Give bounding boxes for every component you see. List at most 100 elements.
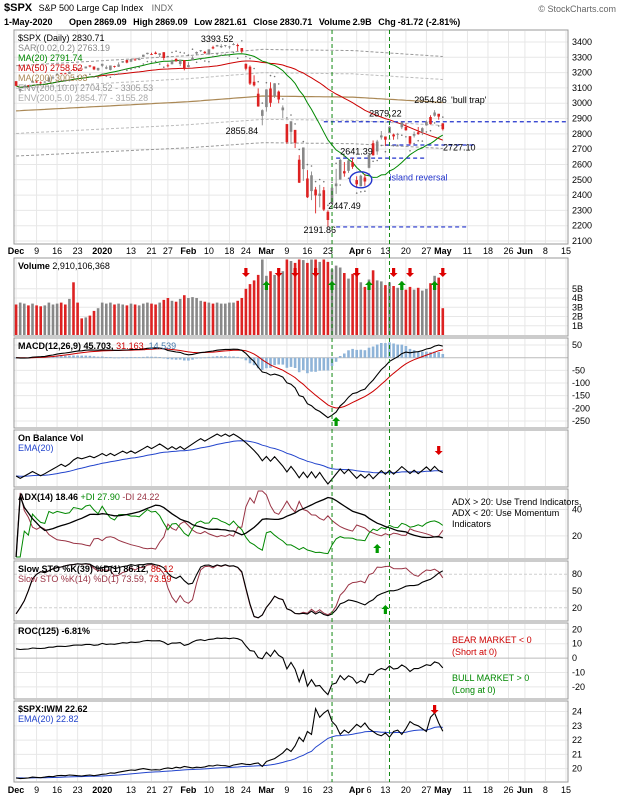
svg-text:11: 11 — [463, 785, 472, 795]
svg-text:2300: 2300 — [572, 205, 592, 215]
svg-text:2200: 2200 — [572, 221, 592, 231]
svg-text:13: 13 — [126, 785, 136, 795]
quote-chg: -81.72 (-2.81%) — [397, 17, 461, 27]
svg-text:6: 6 — [366, 246, 371, 256]
svg-text:20: 20 — [401, 246, 411, 256]
svg-text:-50: -50 — [572, 365, 585, 375]
svg-text:2020: 2020 — [92, 246, 112, 256]
svg-text:21: 21 — [146, 785, 156, 795]
svg-text:18: 18 — [483, 785, 493, 795]
svg-text:-150: -150 — [572, 391, 590, 401]
svg-text:2855.84: 2855.84 — [226, 126, 259, 136]
svg-text:20: 20 — [572, 624, 582, 634]
svg-text:11: 11 — [463, 246, 472, 256]
svg-text:16: 16 — [302, 246, 312, 256]
svg-text:50: 50 — [572, 586, 582, 596]
svg-text:-200: -200 — [572, 403, 590, 413]
index-name: S&P 500 Large Cap Index — [38, 3, 144, 13]
svg-text:3393.52: 3393.52 — [201, 34, 234, 44]
svg-text:3300: 3300 — [572, 52, 592, 62]
svg-text:2500: 2500 — [572, 175, 592, 185]
svg-text:Mar: Mar — [258, 785, 275, 795]
symbol: $SPX — [4, 2, 33, 14]
adx-note: ADX > 20: Use Trend Indicators, ADX < 20… — [452, 497, 582, 529]
svg-text:3200: 3200 — [572, 68, 592, 78]
svg-text:Feb: Feb — [180, 246, 197, 256]
quote-close: 2830.71 — [279, 17, 313, 27]
quote-low-label: Low — [194, 17, 213, 27]
svg-text:3000: 3000 — [572, 98, 592, 108]
svg-text:-10: -10 — [572, 668, 585, 678]
svg-text:13: 13 — [126, 246, 136, 256]
svg-text:5B: 5B — [572, 284, 583, 294]
svg-text:18: 18 — [224, 785, 234, 795]
obv-ema-label: EMA(20) — [18, 443, 54, 453]
copyright: © StockCharts.com — [538, 4, 616, 14]
svg-text:26: 26 — [503, 246, 513, 256]
quote-low: 2821.61 — [214, 17, 247, 27]
svg-text:Dec: Dec — [8, 785, 25, 795]
chart-header: $SPX S&P 500 Large Cap Index INDX — [4, 2, 174, 14]
svg-text:23: 23 — [73, 246, 83, 256]
main-legend: $SPX (Daily) 2830.71 SAR(0.02,0.2) 2763.… — [18, 33, 153, 103]
svg-text:Mar: Mar — [258, 246, 275, 256]
svg-text:22: 22 — [572, 735, 582, 745]
svg-text:9: 9 — [34, 246, 39, 256]
quote-open-label: Open — [69, 17, 93, 27]
quote-date: 1-May-2020 — [4, 17, 53, 27]
svg-text:9: 9 — [284, 785, 289, 795]
svg-text:21: 21 — [146, 246, 156, 256]
svg-text:23: 23 — [572, 721, 582, 731]
quote-close-label: Close — [253, 17, 278, 27]
svg-text:16: 16 — [302, 785, 312, 795]
svg-text:15: 15 — [561, 785, 571, 795]
svg-text:2191.86: 2191.86 — [303, 225, 336, 235]
svg-text:3100: 3100 — [572, 83, 592, 93]
svg-text:10: 10 — [204, 246, 214, 256]
svg-text:1B: 1B — [572, 321, 583, 331]
exchange-label: INDX — [151, 3, 174, 13]
svg-text:6: 6 — [366, 785, 371, 795]
sto-label-1: Slow STO %K(39) %D(1) 86.12, 86.12 — [18, 564, 174, 574]
svg-text:13: 13 — [380, 246, 390, 256]
svg-text:21: 21 — [572, 749, 582, 759]
svg-text:Apr: Apr — [349, 246, 365, 256]
svg-text:24: 24 — [241, 785, 251, 795]
svg-text:4B: 4B — [572, 293, 583, 303]
quote-volume: 2.9B — [352, 17, 372, 27]
svg-text:23: 23 — [323, 785, 333, 795]
svg-text:-100: -100 — [572, 378, 590, 388]
svg-text:'bull trap': 'bull trap' — [451, 95, 487, 105]
macd-label: MACD(12,26,9) 45.703, 31.163, 14.539 — [18, 341, 177, 351]
bear-market-note: BEAR MARKET < 0 (Short at 0) — [452, 635, 532, 657]
svg-text:8: 8 — [543, 246, 548, 256]
svg-text:27: 27 — [421, 246, 431, 256]
svg-text:27: 27 — [163, 785, 173, 795]
ratio-label: $SPX:IWM 22.62 — [18, 704, 88, 714]
svg-text:16: 16 — [52, 246, 62, 256]
svg-text:2879.22: 2879.22 — [369, 109, 402, 119]
quote-high: 2869.09 — [155, 17, 188, 27]
svg-text:80: 80 — [572, 569, 582, 579]
svg-text:20: 20 — [572, 531, 582, 541]
svg-text:27: 27 — [421, 785, 431, 795]
svg-text:2641.39: 2641.39 — [340, 147, 373, 157]
svg-text:13: 13 — [380, 785, 390, 795]
svg-text:-250: -250 — [572, 416, 590, 426]
svg-text:50: 50 — [572, 340, 582, 350]
ratio-ema-label: EMA(20) 22.82 — [18, 714, 79, 724]
svg-text:27: 27 — [163, 246, 173, 256]
legend-sar: SAR(0.02,0.2) 2763.19 — [18, 43, 111, 53]
quote-high-label: High — [133, 17, 154, 27]
svg-text:2800: 2800 — [572, 129, 592, 139]
svg-text:Dec: Dec — [8, 246, 25, 256]
adx-label: ADX(14) 18.46 +DI 27.90 -DI 24.22 — [18, 492, 160, 502]
svg-text:10: 10 — [204, 785, 214, 795]
quote-volume-label: Volume — [318, 17, 351, 27]
legend-ma50: MA(50) 2758.52 — [18, 63, 83, 73]
svg-text:15: 15 — [561, 246, 571, 256]
svg-text:2700: 2700 — [572, 144, 592, 154]
volume-label: Volume 2,910,106,368 — [18, 261, 110, 271]
svg-text:2727.10: 2727.10 — [443, 143, 476, 153]
